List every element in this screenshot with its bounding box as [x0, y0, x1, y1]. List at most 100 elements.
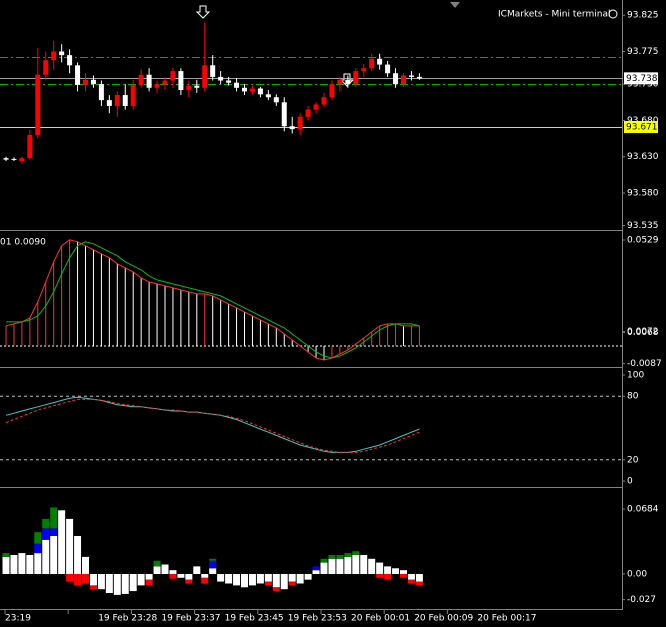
bar-segment — [105, 573, 113, 593]
bar-segment — [177, 573, 185, 578]
candle-body — [361, 68, 367, 72]
candle-body — [67, 55, 73, 66]
candle-body — [385, 64, 391, 74]
candle-body — [305, 109, 311, 117]
price-tag — [624, 72, 658, 85]
candle-body — [11, 158, 17, 160]
candle-body — [313, 104, 319, 110]
candle-body — [345, 79, 351, 85]
y-tick-label: 93.775 — [627, 47, 659, 57]
candle-body — [321, 97, 327, 105]
candle-body — [162, 80, 168, 85]
bar-segment — [169, 570, 177, 574]
y-tick-label: 93.680 — [627, 116, 659, 126]
candle-body — [218, 76, 224, 81]
candle-body — [249, 88, 255, 92]
terminal-title: ICMarkets - Mini terminal — [498, 10, 610, 20]
bar-segment — [50, 535, 58, 574]
price-tag-label: 93.738 — [626, 74, 658, 84]
candle-body — [51, 51, 57, 61]
bar-segment — [209, 560, 217, 569]
candle-body — [122, 95, 128, 106]
candle-body — [401, 75, 406, 85]
bar-segment — [42, 528, 50, 540]
bar-segment — [145, 579, 153, 586]
candle-body — [234, 82, 240, 88]
y-tick-label: -0.0087 — [627, 359, 662, 369]
candle-body — [186, 85, 192, 90]
bar-segment — [2, 556, 10, 574]
bar-segment — [10, 554, 18, 574]
bar-segment — [201, 577, 209, 584]
bar-segment — [66, 518, 74, 574]
x-tick-label: 19 Feb 23:28 — [98, 614, 157, 624]
candle-body — [146, 74, 152, 88]
bar-segment — [2, 553, 10, 557]
y-tick-label: 0.0529 — [627, 236, 659, 246]
bar-segment — [50, 507, 58, 529]
x-tick-label: 19 Feb 23:53 — [288, 614, 347, 624]
candle-body — [377, 58, 383, 65]
bar-segment — [129, 573, 137, 592]
bar-segment — [42, 518, 50, 529]
bar-segment — [352, 554, 360, 574]
bar-segment — [18, 553, 26, 574]
bar-segment — [89, 585, 97, 590]
candle-body — [337, 79, 343, 85]
bar-segment — [304, 573, 312, 580]
bar-segment — [97, 573, 105, 590]
bar-segment — [82, 573, 89, 584]
y-tick-label: 93.825 — [627, 11, 659, 21]
bar-segment — [34, 543, 42, 554]
candle-body — [59, 51, 65, 56]
bar-segment — [185, 573, 193, 580]
bar-segment — [241, 573, 248, 588]
candle-body — [273, 97, 279, 103]
bar-segment — [280, 573, 288, 590]
x-tick-label: 19 Feb 23:45 — [225, 614, 284, 624]
bar-segment — [288, 581, 296, 586]
price-tag — [624, 120, 658, 133]
bar-segment — [74, 573, 82, 586]
bar-segment — [376, 562, 384, 574]
candle-body — [226, 80, 232, 83]
bar-segment — [312, 566, 320, 571]
y-tick-label: 0.0072 — [627, 327, 659, 337]
bar-segment — [384, 566, 392, 574]
bar-segment — [153, 560, 161, 567]
bar-segment — [272, 573, 280, 588]
bar-segment — [336, 558, 344, 574]
y-tick-label: 80 — [627, 392, 639, 402]
line-series — [6, 241, 420, 359]
price-tag-label: 93.671 — [626, 122, 658, 132]
smiley-icon — [608, 9, 618, 19]
candle-body — [369, 58, 375, 69]
candle-body — [35, 74, 41, 135]
bar-segment — [137, 573, 145, 586]
bar-segment — [26, 554, 34, 574]
bar-segment — [415, 573, 423, 582]
candle-body — [202, 65, 208, 88]
candle-body — [416, 76, 422, 79]
line-series — [5, 396, 420, 453]
candle-body — [353, 71, 359, 85]
bar-segment — [368, 558, 376, 574]
candle-body — [257, 88, 263, 95]
x-tick-label: 19 Feb 23:37 — [161, 614, 220, 624]
candle-body — [114, 95, 120, 106]
bar-segment — [344, 556, 352, 574]
bar-segment — [82, 556, 89, 574]
bar-segment — [74, 535, 82, 574]
candle-body — [75, 65, 81, 85]
bar-segment — [256, 573, 264, 584]
candle-body — [27, 134, 33, 159]
candle-body — [210, 65, 216, 77]
candle-body — [329, 84, 335, 98]
indicator-label: 01 0.0090 — [0, 238, 46, 248]
bar-segment — [42, 539, 50, 574]
bar-segment — [185, 579, 193, 584]
bar-segment — [312, 570, 320, 574]
bar-segment — [376, 573, 384, 578]
